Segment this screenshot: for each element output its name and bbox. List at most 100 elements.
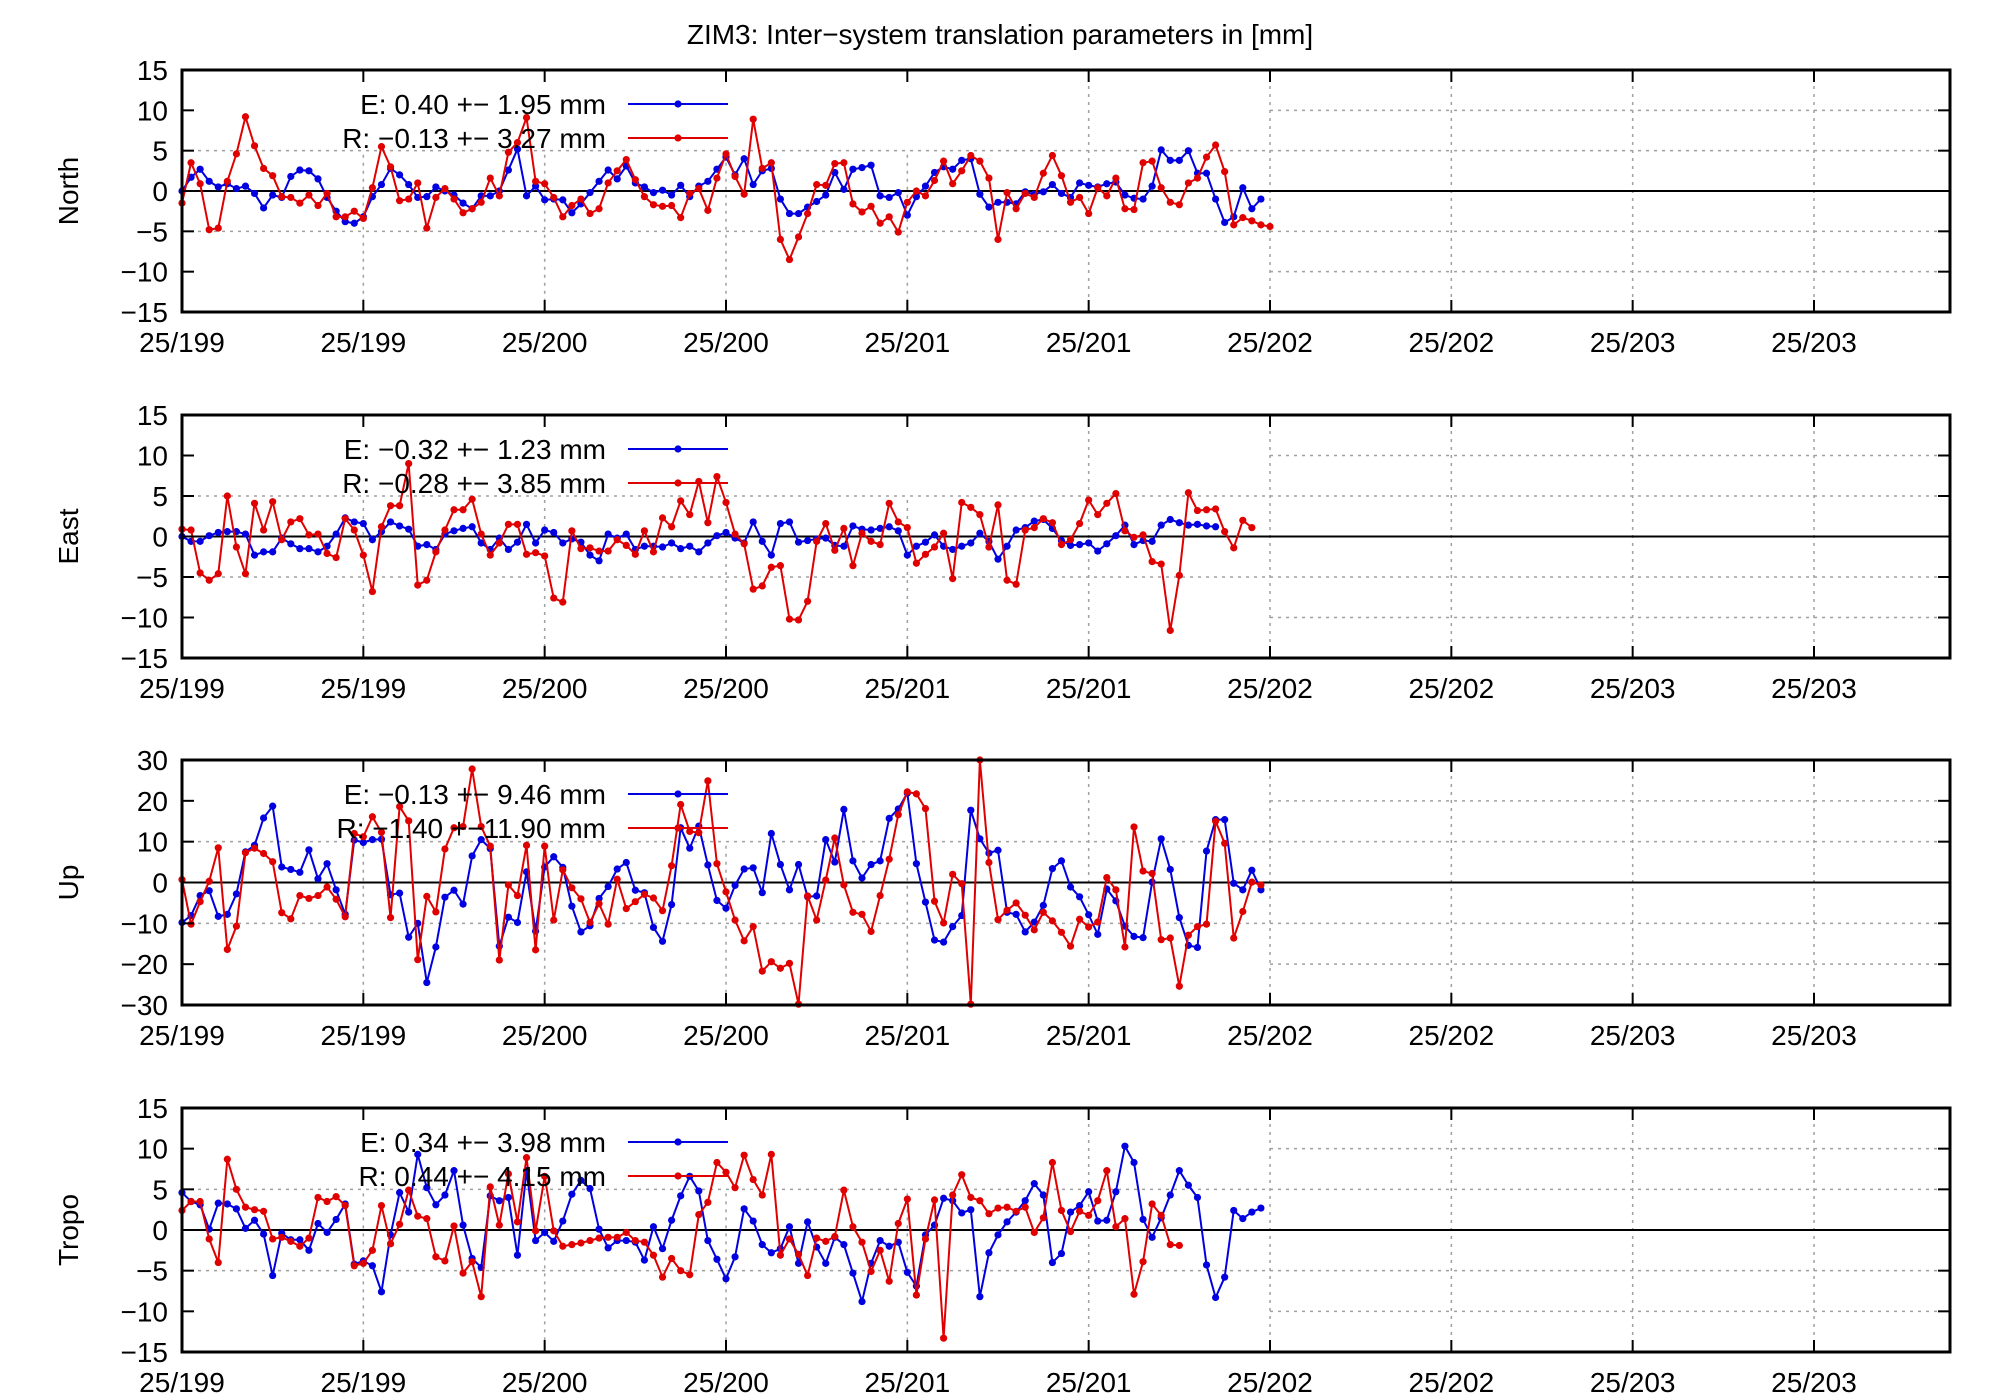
y-tick-label: 15 xyxy=(137,400,168,431)
data-point xyxy=(1184,147,1192,155)
data-point xyxy=(740,1205,748,1213)
data-point xyxy=(414,1212,422,1220)
data-point xyxy=(949,870,957,878)
data-point xyxy=(441,1257,449,1265)
data-point xyxy=(532,539,540,547)
data-point xyxy=(613,1233,621,1241)
data-point xyxy=(196,1197,204,1206)
data-point xyxy=(867,161,875,169)
y-tick-label: −10 xyxy=(121,603,169,634)
data-point xyxy=(1148,157,1156,165)
data-point xyxy=(314,1193,322,1202)
data-point xyxy=(1076,915,1084,923)
data-point xyxy=(686,542,694,550)
data-point xyxy=(559,539,567,547)
data-point xyxy=(586,1184,594,1193)
data-point xyxy=(1076,1202,1084,1210)
data-point xyxy=(976,1197,984,1205)
data-point xyxy=(876,192,884,200)
data-point xyxy=(867,927,875,936)
data-point xyxy=(504,1170,512,1178)
data-point xyxy=(1103,540,1111,548)
legend-marker-R xyxy=(674,134,682,142)
data-point xyxy=(1202,169,1211,177)
data-point xyxy=(441,1191,449,1199)
data-point xyxy=(1248,878,1256,886)
data-point xyxy=(550,916,558,924)
data-point xyxy=(1048,519,1056,527)
data-point xyxy=(1148,869,1156,878)
data-point xyxy=(967,503,975,511)
data-point xyxy=(586,1236,594,1245)
data-point xyxy=(849,908,857,916)
y-tick-label: 5 xyxy=(152,1174,168,1205)
data-point xyxy=(813,916,821,924)
data-point xyxy=(867,860,875,869)
x-tick-label: 25/199 xyxy=(321,1020,407,1051)
data-point xyxy=(332,1215,340,1224)
data-point xyxy=(804,209,812,218)
y-tick-label: −10 xyxy=(121,257,169,288)
data-point xyxy=(858,874,866,882)
data-point xyxy=(450,506,458,514)
data-point xyxy=(305,545,313,553)
data-point xyxy=(260,548,268,556)
data-point xyxy=(513,1218,522,1226)
data-point xyxy=(1166,626,1174,635)
data-point xyxy=(758,1241,766,1249)
data-point xyxy=(677,545,685,553)
data-point xyxy=(749,1175,757,1184)
y-axis-label: North xyxy=(53,157,84,225)
data-point xyxy=(1003,576,1011,584)
data-point xyxy=(1239,907,1247,916)
data-point xyxy=(1039,1214,1047,1222)
x-tick-label: 25/199 xyxy=(139,1020,225,1051)
data-point xyxy=(468,205,476,213)
data-point xyxy=(649,201,658,209)
data-point xyxy=(912,790,921,798)
data-point xyxy=(405,1208,413,1216)
data-point xyxy=(658,907,667,915)
data-point xyxy=(1021,189,1029,198)
data-point xyxy=(1193,943,1202,952)
data-point xyxy=(903,551,911,559)
data-point xyxy=(885,499,893,507)
data-point xyxy=(504,1193,512,1202)
data-point xyxy=(640,1256,649,1264)
data-point xyxy=(513,891,522,900)
data-point xyxy=(767,958,775,966)
data-point xyxy=(894,228,902,236)
data-point xyxy=(432,548,440,556)
x-tick-label: 25/201 xyxy=(865,673,951,704)
data-point xyxy=(532,946,540,954)
data-point xyxy=(1021,526,1029,534)
data-point xyxy=(287,193,295,202)
data-point xyxy=(396,889,404,897)
data-point xyxy=(831,834,839,842)
data-point xyxy=(1221,1273,1229,1281)
data-point xyxy=(323,549,331,558)
data-point xyxy=(622,541,630,550)
data-point xyxy=(867,1267,875,1276)
data-point xyxy=(441,526,449,534)
data-point xyxy=(232,890,240,898)
data-point xyxy=(386,163,395,171)
legend-marker-E xyxy=(674,1138,682,1146)
data-point xyxy=(930,168,939,177)
data-point xyxy=(1030,918,1038,926)
data-point xyxy=(232,922,240,930)
data-point xyxy=(314,201,322,210)
data-point xyxy=(577,1239,585,1247)
data-point xyxy=(794,1259,803,1267)
data-point xyxy=(758,967,766,975)
data-point xyxy=(459,506,467,514)
data-point xyxy=(867,526,875,534)
data-point xyxy=(1066,1228,1075,1236)
data-point xyxy=(695,548,703,556)
data-point xyxy=(985,174,993,182)
data-point xyxy=(305,1246,313,1254)
x-tick-label: 25/203 xyxy=(1771,1367,1857,1398)
data-point xyxy=(704,1198,712,1206)
data-point xyxy=(232,150,240,158)
data-point xyxy=(459,1221,467,1229)
